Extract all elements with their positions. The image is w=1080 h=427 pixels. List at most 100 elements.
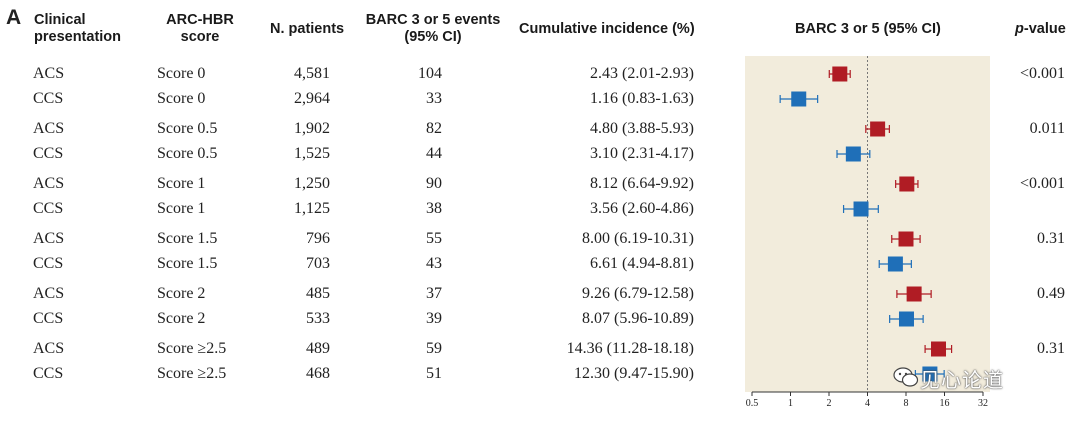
cell-incidence: 4.80 (3.88-5.93) (590, 120, 694, 137)
ccs-point-marker (853, 201, 869, 217)
header-arc-line2: score (180, 29, 220, 45)
cell-presentation: ACS (33, 175, 65, 192)
cell-events: 44 (426, 145, 442, 162)
forest-plot: 0.5 1 2 4 8 16 32 (745, 56, 990, 409)
cell-events: 33 (426, 90, 442, 107)
cell-incidence: 6.61 (4.94-8.81) (590, 255, 694, 272)
acs-point-marker (899, 176, 915, 192)
cell-patients: 703 (306, 255, 330, 272)
cell-presentation: CCS (33, 310, 64, 327)
panel-label: A (6, 6, 22, 29)
cell-p-value: 0.31 (1037, 230, 1065, 247)
cell-p-value: <0.001 (1019, 175, 1065, 192)
cell-score: Score 1.5 (157, 230, 218, 247)
cell-p-value: 0.49 (1037, 285, 1065, 302)
cell-events: 90 (426, 175, 442, 192)
cell-patients: 1,250 (294, 175, 330, 192)
acs-point-marker (930, 341, 946, 357)
x-tick-label: 1 (788, 398, 793, 409)
acs-point-marker (898, 231, 914, 247)
cell-presentation: CCS (33, 255, 64, 272)
cell-score: Score 2 (157, 285, 206, 302)
cell-patients: 1,125 (294, 200, 330, 217)
ccs-point-marker (898, 311, 914, 327)
x-tick-label: 8 (904, 398, 909, 409)
header-arc-line1: ARC-HBR (166, 12, 234, 28)
header-barc-events: BARC 3 or 5 events (95% CI) (358, 12, 508, 46)
cell-presentation: CCS (33, 365, 64, 382)
cell-score: Score ≥2.5 (157, 365, 227, 382)
cell-patients: 489 (306, 340, 330, 357)
cell-patients: 1,525 (294, 145, 330, 162)
header-events-line2: (95% CI) (404, 29, 462, 45)
acs-point-marker (906, 286, 922, 302)
header-p-rest: -value (1023, 21, 1066, 37)
header-clinical-line2: presentation (34, 29, 122, 45)
cell-score: Score 1 (157, 175, 206, 192)
header-forest-title: BARC 3 or 5 (95% CI) (795, 21, 941, 37)
header-clinical-presentation: Clinical presentation (34, 12, 121, 46)
cell-events: 39 (426, 310, 442, 327)
header-events-line1: BARC 3 or 5 events (365, 12, 501, 28)
acs-point-marker (870, 121, 886, 137)
cell-events: 38 (426, 200, 442, 217)
cell-presentation: CCS (33, 90, 64, 107)
cell-events: 104 (418, 65, 442, 82)
cell-score: Score ≥2.5 (157, 340, 227, 357)
x-tick-label: 16 (940, 398, 950, 409)
cell-score: Score 0 (157, 65, 206, 82)
cell-patients: 468 (306, 365, 330, 382)
cell-patients: 1,902 (294, 120, 330, 137)
header-p-italic: p (1015, 21, 1024, 37)
cell-score: Score 1 (157, 200, 206, 217)
cell-incidence: 9.26 (6.79-12.58) (582, 285, 694, 302)
cell-events: 55 (426, 230, 442, 247)
header-p-value: p-value (1015, 21, 1066, 38)
ccs-point-marker (791, 91, 807, 107)
cell-p-value: 0.011 (1029, 120, 1065, 137)
cell-presentation: ACS (33, 230, 65, 247)
x-tick-label: 4 (865, 398, 870, 409)
ccs-point-marker (887, 256, 903, 272)
cell-patients: 2,964 (294, 90, 330, 107)
cell-events: 43 (426, 255, 442, 272)
cell-incidence: 3.56 (2.60-4.86) (590, 200, 694, 217)
header-cumulative-incidence: Cumulative incidence (%) (519, 21, 695, 37)
cell-p-value: 0.31 (1037, 340, 1065, 357)
cell-presentation: ACS (33, 120, 65, 137)
cell-presentation: ACS (33, 340, 65, 357)
x-tick-label: 0.5 (746, 398, 759, 409)
cell-incidence: 3.10 (2.31-4.17) (590, 145, 694, 162)
cell-p-value: <0.001 (1019, 65, 1065, 82)
cell-events: 59 (426, 340, 442, 357)
cell-presentation: CCS (33, 200, 64, 217)
cell-incidence: 12.30 (9.47-15.90) (574, 365, 694, 382)
x-tick-label: 2 (827, 398, 832, 409)
cell-presentation: ACS (33, 65, 65, 82)
cell-score: Score 2 (157, 310, 206, 327)
cell-score: Score 0.5 (157, 120, 218, 137)
cell-patients: 485 (306, 285, 330, 302)
cell-score: Score 0 (157, 90, 206, 107)
cell-incidence: 1.16 (0.83-1.63) (590, 90, 694, 107)
cell-events: 82 (426, 120, 442, 137)
cell-incidence: 8.07 (5.96-10.89) (582, 310, 694, 327)
header-arc-hbr-score: ARC-HBR score (150, 12, 250, 46)
cell-score: Score 1.5 (157, 255, 218, 272)
cell-incidence: 8.00 (6.19-10.31) (582, 230, 694, 247)
ccs-point-marker (845, 146, 861, 162)
wechat-icon (893, 367, 919, 387)
cell-presentation: CCS (33, 145, 64, 162)
cell-patients: 796 (306, 230, 330, 247)
cell-events: 51 (426, 365, 442, 382)
cell-incidence: 14.36 (11.28-18.18) (566, 340, 694, 357)
cell-patients: 533 (306, 310, 330, 327)
watermark-text: 见心论道 (920, 368, 1004, 392)
acs-point-marker (832, 66, 848, 82)
cell-incidence: 8.12 (6.64-9.92) (590, 175, 694, 192)
cell-patients: 4,581 (294, 65, 330, 82)
cell-presentation: ACS (33, 285, 65, 302)
x-tick-label: 32 (978, 398, 988, 409)
header-clinical-line1: Clinical (34, 12, 86, 28)
ccs-point-marker (922, 366, 938, 382)
